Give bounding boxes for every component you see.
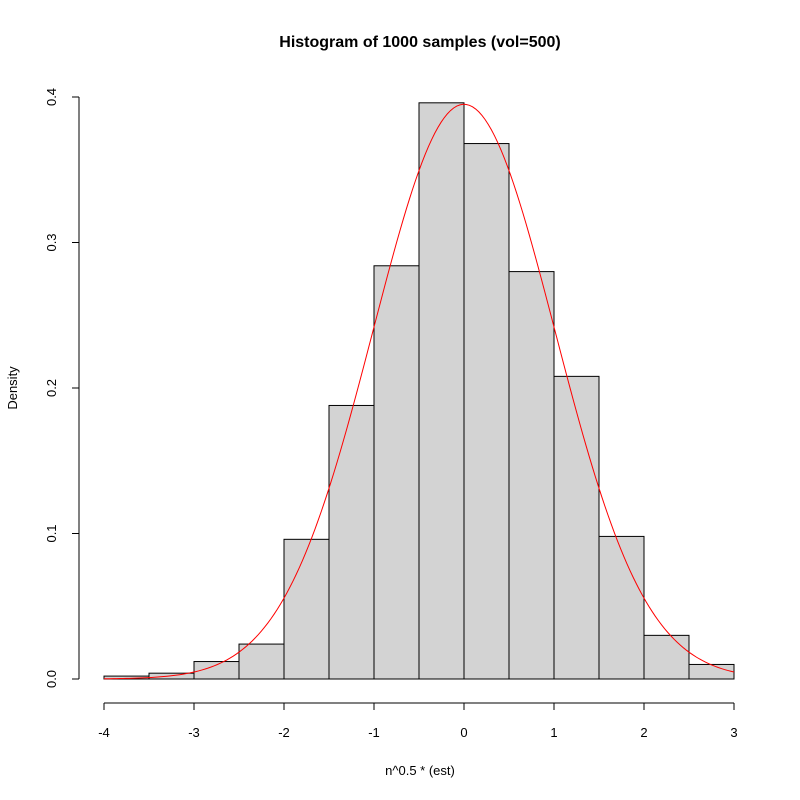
- histogram-bar: [418, 102, 465, 680]
- histogram-bar: [508, 271, 555, 680]
- x-tick-label: -2: [278, 725, 290, 740]
- x-tick-label: 2: [640, 725, 647, 740]
- chart-title: Histogram of 1000 samples (vol=500): [279, 34, 560, 51]
- x-tick-label: 1: [550, 725, 557, 740]
- y-axis: 0.0 0.1 0.2 0.3 0.4: [44, 88, 80, 688]
- x-tick-label: 0: [460, 725, 467, 740]
- histogram-bar: [643, 634, 690, 680]
- histogram-bar: [373, 265, 420, 680]
- histogram-bar: [553, 375, 600, 680]
- y-tick-label: 0.3: [44, 233, 59, 251]
- normal-density-curve: [103, 103, 735, 680]
- x-axis-label: n^0.5 * (est): [385, 763, 455, 778]
- x-axis: -4 -3 -2 -1 0 1 2 3: [98, 702, 738, 740]
- y-tick-label: 0.1: [44, 524, 59, 542]
- histogram-bar: [328, 404, 375, 680]
- histogram-bar: [283, 538, 330, 680]
- histogram-bars: [103, 102, 735, 680]
- histogram-bar: [238, 643, 285, 680]
- histogram-bar: [598, 535, 645, 680]
- y-tick-label: 0.0: [44, 670, 59, 688]
- histogram-bar: [463, 143, 510, 680]
- x-tick-label: -3: [188, 725, 200, 740]
- x-tick-label: -1: [368, 725, 380, 740]
- x-tick-label: -4: [98, 725, 110, 740]
- y-tick-label: 0.2: [44, 379, 59, 397]
- x-tick-label: 3: [730, 725, 737, 740]
- y-axis-label: Density: [5, 366, 20, 410]
- histogram-bar: [688, 663, 735, 680]
- y-tick-label: 0.4: [44, 88, 59, 106]
